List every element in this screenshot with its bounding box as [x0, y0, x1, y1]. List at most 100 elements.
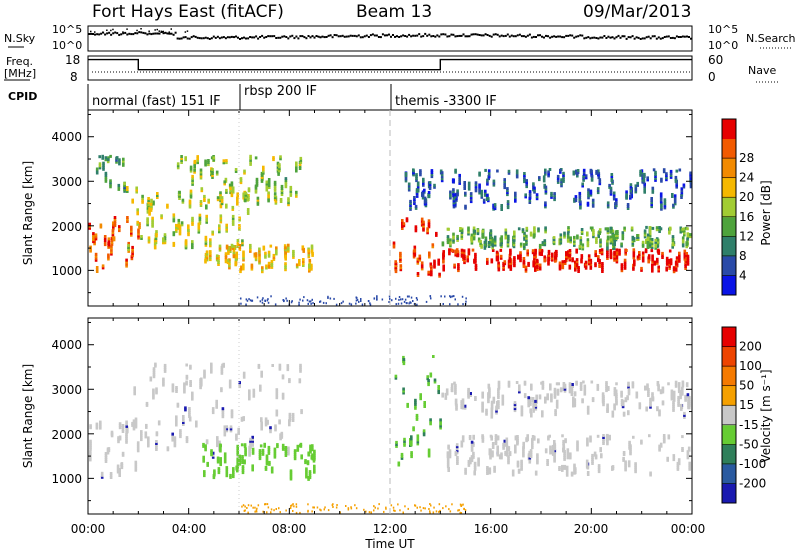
- cpid-mode-normal: normal (fast) 151 IF: [92, 94, 221, 109]
- colorbar-swatch-7: [722, 346, 736, 367]
- velocity-colorbar-label-1: 100: [739, 359, 762, 373]
- nsky-tick-bottom: 10^0: [52, 39, 82, 52]
- power-colorbar-label-1: 8: [739, 249, 747, 263]
- colorbar-swatch-0: [722, 483, 736, 504]
- colorbar-swatch-3: [722, 216, 736, 237]
- echo-region-8: [404, 168, 693, 211]
- velocity-y-tick-2000: 2000: [51, 428, 82, 442]
- power-y-tick-2000: 2000: [51, 220, 82, 234]
- echo-region-5: [392, 217, 441, 278]
- echo-region-6: [442, 248, 690, 274]
- power-colorbar-label-3: 16: [739, 210, 754, 224]
- echo-region-7: [441, 225, 692, 251]
- colorbar-swatch-8: [722, 119, 736, 140]
- radar-title: Fort Hays East (fitACF): [92, 2, 284, 22]
- power-y-tick-1000: 1000: [51, 264, 82, 278]
- velocity-echoes: [89, 355, 691, 514]
- velocity-colorbar-label-0: 200: [739, 340, 762, 354]
- x-tick-5: 20:00: [574, 522, 609, 536]
- power-colorbar-label-0: 4: [739, 268, 747, 282]
- power-y-tick-3000: 3000: [51, 175, 82, 189]
- x-tick-0: 00:00: [71, 522, 106, 536]
- near-range-speckle: [241, 503, 467, 514]
- echo-region-0: [89, 420, 140, 479]
- colorbar-swatch-5: [722, 385, 736, 406]
- velocity-panel-frame: [87, 317, 693, 515]
- power-y-tick-labels: 1000 2000 3000 4000: [51, 130, 82, 278]
- x-tick-1: 04:00: [172, 522, 207, 536]
- velocity-colorbar-title: Velocity [m s⁻¹]: [759, 369, 773, 462]
- echo-region-4: [446, 433, 691, 477]
- freq-label-line1: Freq.: [6, 55, 33, 68]
- colorbar-swatch-1: [722, 255, 736, 276]
- velocity-ylabel: Slant Range [km]: [21, 364, 35, 468]
- nsky-label: N.Sky: [4, 32, 36, 45]
- x-tick-6: 00:00: [671, 522, 706, 536]
- colorbar-swatch-6: [722, 366, 736, 387]
- power-colorbar-label-5: 24: [739, 171, 754, 185]
- x-tick-3: 12:00: [373, 522, 408, 536]
- power-axes: [87, 110, 693, 306]
- colorbar-swatch-0: [722, 275, 736, 296]
- power-panel-frame: [87, 109, 693, 307]
- cpid-mode-rbsp: rbsp 200 IF: [244, 84, 317, 99]
- power-echoes: [88, 154, 693, 306]
- velocity-y-tick-3000: 3000: [51, 383, 82, 397]
- velocity-axes: [87, 318, 693, 514]
- velocity-colorbar-label-6: -100: [739, 457, 766, 471]
- colorbar-swatch-5: [722, 177, 736, 198]
- power-colorbar-title: Power [dB]: [759, 180, 773, 245]
- date-label: 09/Mar/2013: [583, 2, 691, 22]
- velocity-colorbar-label-3: 15: [739, 398, 754, 412]
- echo-region-0: [88, 216, 141, 273]
- velocity-colorbar-label-2: 50: [739, 379, 754, 393]
- freq-tick-top: 18: [65, 53, 80, 67]
- colorbar-swatch-3: [722, 424, 736, 445]
- nave-label: Nave: [748, 64, 776, 77]
- echo-region-3: [394, 355, 442, 467]
- nave-tick-bottom: 0: [708, 70, 716, 84]
- freq-line: [88, 58, 692, 71]
- power-colorbar-label-4: 20: [739, 190, 754, 204]
- colorbar-swatch-2: [722, 444, 736, 465]
- x-tick-2: 08:00: [272, 522, 307, 536]
- velocity-colorbar-label-5: -50: [739, 437, 759, 451]
- colorbar-swatch-1: [722, 463, 736, 484]
- x-tick-labels: 00:00 04:00 08:00 12:00 16:00 20:00 00:0…: [71, 522, 706, 536]
- nsearch-label: N.Search: [746, 32, 796, 45]
- nsearch-tick-top: 10^5: [708, 23, 738, 36]
- cpid-label: CPID: [8, 90, 37, 103]
- colorbar-swatch-6: [722, 158, 736, 179]
- echo-region-3: [176, 154, 303, 207]
- near-range-speckle: [240, 295, 467, 306]
- velocity-colorbar-label-4: -15: [739, 418, 759, 432]
- cpid-mode-themis: themis -3300 IF: [395, 94, 497, 109]
- velocity-y-tick-1000: 1000: [51, 472, 82, 486]
- nsky-tick-top: 10^5: [52, 23, 82, 36]
- echo-region-2: [126, 186, 251, 251]
- freq-tick-bottom: 8: [70, 70, 78, 84]
- colorbar-swatch-8: [722, 327, 736, 348]
- power-colorbar-label-2: 12: [739, 229, 754, 243]
- power-y-tick-4000: 4000: [51, 130, 82, 144]
- power-colorbar: 4 8 12 16 20 24 28: [721, 118, 754, 296]
- power-colorbar-label-6: 28: [739, 151, 754, 165]
- velocity-y-tick-labels: 1000 2000 3000 4000: [51, 338, 82, 486]
- nsky-trace: [88, 28, 692, 40]
- echo-region-1: [95, 154, 126, 193]
- colorbar-swatch-7: [722, 138, 736, 159]
- beam-label: Beam 13: [356, 2, 432, 22]
- colorbar-swatch-4: [722, 405, 736, 426]
- nave-tick-top: 60: [708, 53, 723, 67]
- colorbar-swatch-2: [722, 236, 736, 257]
- freq-label-line2: [MHz]: [4, 67, 36, 80]
- power-ylabel: Slant Range [km]: [21, 161, 35, 265]
- nsearch-tick-bottom: 10^0: [708, 39, 738, 52]
- colorbar-swatch-4: [722, 197, 736, 218]
- echo-region-5: [441, 380, 691, 419]
- velocity-colorbar: 200 100 50 15 -15 -50 -100 -200: [721, 326, 766, 504]
- x-axis-label: Time UT: [364, 537, 415, 551]
- freq-panel-frame: [87, 55, 693, 81]
- echo-region-4: [204, 243, 314, 274]
